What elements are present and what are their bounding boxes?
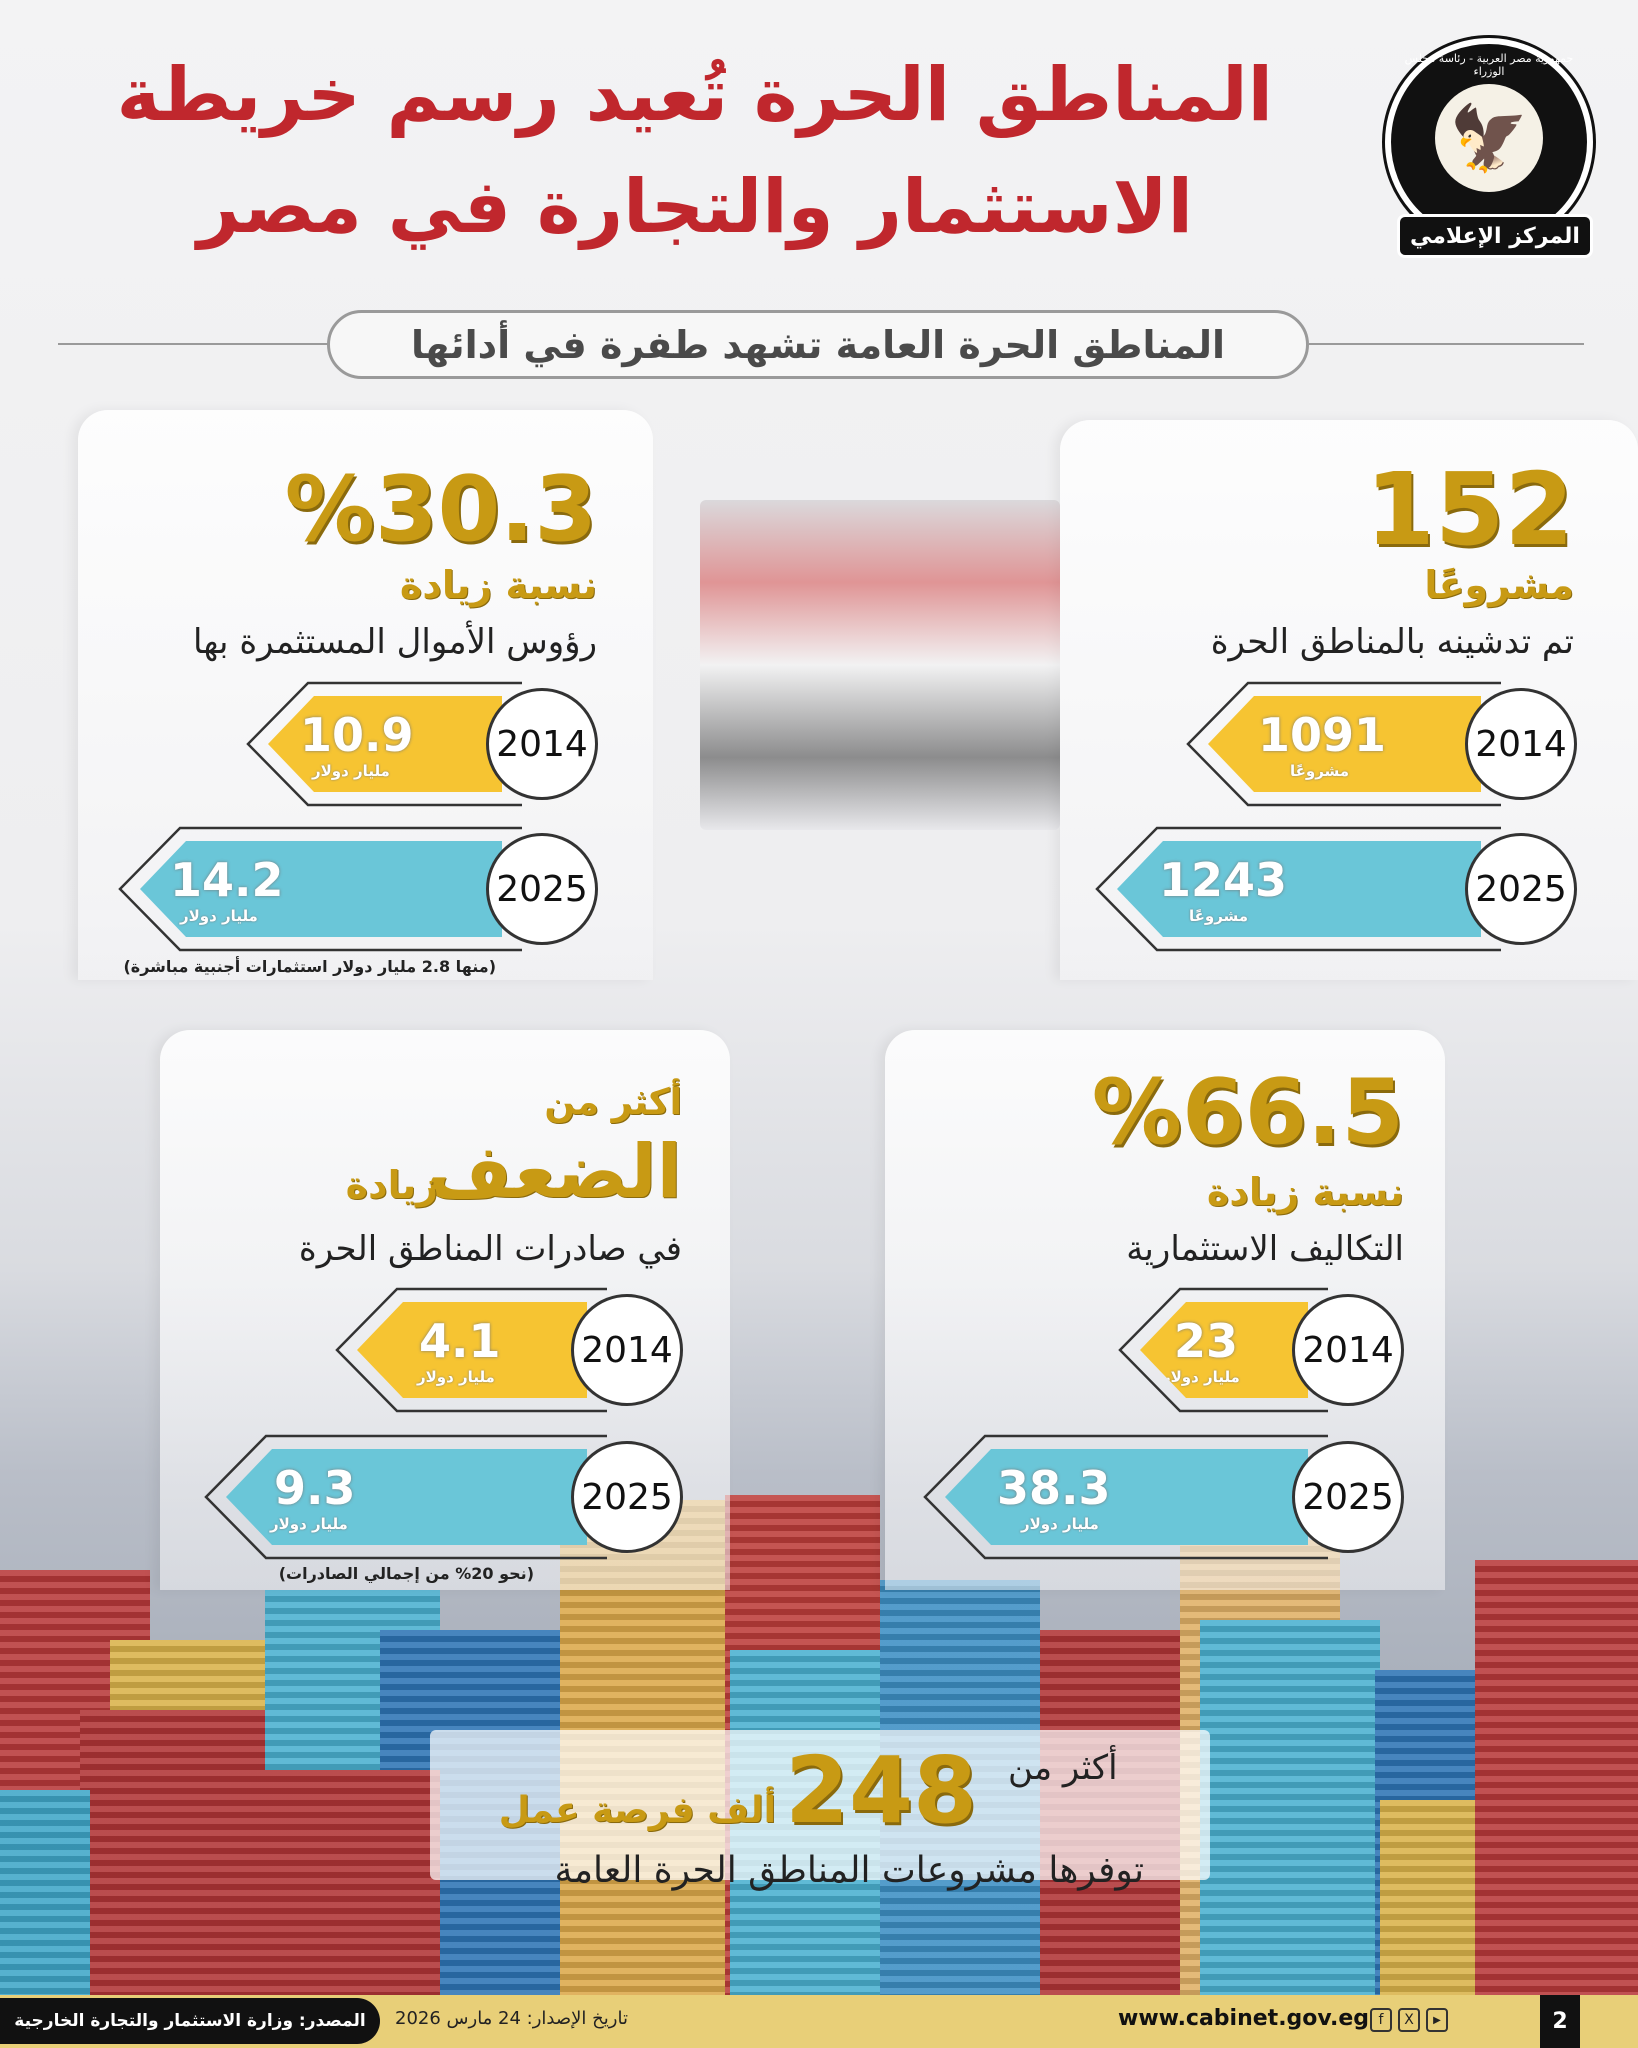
release-date: تاريخ الإصدار: 24 مارس 2026	[395, 2008, 628, 2029]
row-2014: 4.1 مليار دولار 2014	[335, 1287, 683, 1413]
value: 14.2	[170, 853, 284, 907]
projects-headline: 152	[1365, 451, 1574, 568]
costs-label: نسبة زيادة	[1206, 1170, 1404, 1214]
jobs-box	[430, 1730, 1210, 1880]
unit: مليار دولار	[417, 1368, 495, 1386]
exports-headline: الضعف	[426, 1129, 682, 1215]
year-circle: 2025	[486, 833, 598, 945]
jobs-pre: أكثر من	[1008, 1748, 1118, 1788]
exports-suffix: زيادة	[345, 1163, 438, 1207]
title-line-2: الاستثمار والتجارة في مصر	[197, 164, 1193, 250]
arrow-outline	[1186, 681, 1501, 807]
youtube-icon[interactable]: ▶	[1426, 2008, 1448, 2032]
year-circle: 2014	[1465, 688, 1577, 800]
jobs-number: 248	[785, 1737, 978, 1844]
capital-headline: %30.3	[284, 457, 597, 562]
bar: 9.3 مليار دولار	[226, 1449, 587, 1545]
row-2025: 1243 مشروعًا 2025	[1095, 826, 1577, 952]
value: 38.3	[997, 1461, 1111, 1515]
bar: 4.1 مليار دولار	[357, 1302, 587, 1398]
row-2025: 9.3 مليار دولار 2025	[204, 1434, 683, 1560]
jobs-suffix: ألف فرصة عمل	[498, 1790, 776, 1831]
projects-desc: تم تدشينه بالمناطق الحرة	[1210, 622, 1574, 662]
value: 4.1	[419, 1314, 501, 1368]
arrow-outline	[923, 1434, 1328, 1560]
capital-note: (منها 2.8 مليار دولار استثمارات أجنبية م…	[123, 957, 496, 976]
year-circle: 2014	[571, 1294, 683, 1406]
exports-note: (نحو 20% من إجمالي الصادرات)	[278, 1564, 534, 1583]
egypt-flag-container-image	[700, 500, 1060, 830]
unit: مليار دولار	[180, 907, 258, 925]
row-2025: 14.2 مليار دولار 2025	[118, 826, 598, 952]
facebook-icon[interactable]: f	[1370, 2008, 1392, 2032]
unit: مليار دولار	[270, 1515, 348, 1533]
exports-desc: في صادرات المناطق الحرة	[298, 1229, 682, 1269]
page-number: 2	[1540, 1995, 1580, 2048]
bar: 1091 مشروعًا	[1208, 696, 1481, 792]
bar: 14.2 مليار دولار	[140, 841, 502, 937]
arrow-outline	[1095, 826, 1501, 952]
bar: 1243 مشروعًا	[1117, 841, 1481, 937]
value: 1091	[1258, 708, 1387, 762]
logo-banner: المركز الإعلامي	[1397, 214, 1593, 258]
row-2025: 38.3 مليار دولار 2025	[923, 1434, 1404, 1560]
arrow-outline	[1118, 1287, 1328, 1413]
unit: مليار دولار	[1021, 1515, 1099, 1533]
value: 23	[1174, 1314, 1239, 1368]
costs-headline: %66.5	[1091, 1060, 1404, 1165]
capital-label: نسبة زيادة	[399, 563, 597, 607]
cabinet-media-center-logo: جمهورية مصر العربية - رئاسة مجلس الوزراء…	[1385, 38, 1593, 258]
arrow-outline	[335, 1287, 607, 1413]
title-line-1: المناطق الحرة تُعيد رسم خريطة	[116, 52, 1273, 138]
website-link[interactable]: www.cabinet.gov.eg	[1118, 2006, 1369, 2031]
capital-desc: رؤوس الأموال المستثمرة بها	[193, 622, 597, 662]
subtitle-pill: المناطق الحرة العامة تشهد طفرة في أدائها	[327, 310, 1309, 379]
x-icon[interactable]: X	[1398, 2008, 1420, 2032]
bar: 38.3 مليار دولار	[945, 1449, 1308, 1545]
arrow-outline	[204, 1434, 607, 1560]
unit: مشروعًا	[1290, 762, 1350, 780]
source-label: المصدر: وزارة الاستثمار والتجارة الخارجي…	[0, 1998, 380, 2044]
divider	[58, 343, 328, 345]
unit: مشروعًا	[1189, 907, 1249, 925]
year-circle: 2014	[1292, 1294, 1404, 1406]
year-circle: 2025	[1465, 833, 1577, 945]
year-circle: 2014	[486, 688, 598, 800]
value: 1243	[1159, 853, 1288, 907]
row-2014: 1091 مشروعًا 2014	[1186, 681, 1577, 807]
divider	[1309, 343, 1584, 345]
arrow-outline	[246, 681, 522, 807]
bar: 10.9 مليار دولار	[268, 696, 502, 792]
unit: مليار دولار	[312, 762, 390, 780]
year-circle: 2025	[1292, 1441, 1404, 1553]
arrow-outline	[118, 826, 522, 952]
unit: مليار دولار	[1162, 1368, 1240, 1386]
year-circle: 2025	[571, 1441, 683, 1553]
jobs-line: توفرها مشروعات المناطق الحرة العامة	[554, 1850, 1144, 1891]
row-2014: 10.9 مليار دولار 2014	[246, 681, 598, 807]
eagle-emblem-icon: 🦅	[1435, 84, 1543, 192]
costs-desc: التكاليف الاستثمارية	[1126, 1229, 1404, 1269]
projects-label: مشروعًا	[1424, 563, 1574, 607]
exports-pre: أكثر من	[544, 1082, 682, 1123]
value: 9.3	[274, 1461, 356, 1515]
logo-ring-text: جمهورية مصر العربية - رئاسة مجلس الوزراء	[1404, 52, 1574, 78]
value: 10.9	[300, 708, 414, 762]
row-2014: 23 مليار دولار 2014	[1118, 1287, 1404, 1413]
